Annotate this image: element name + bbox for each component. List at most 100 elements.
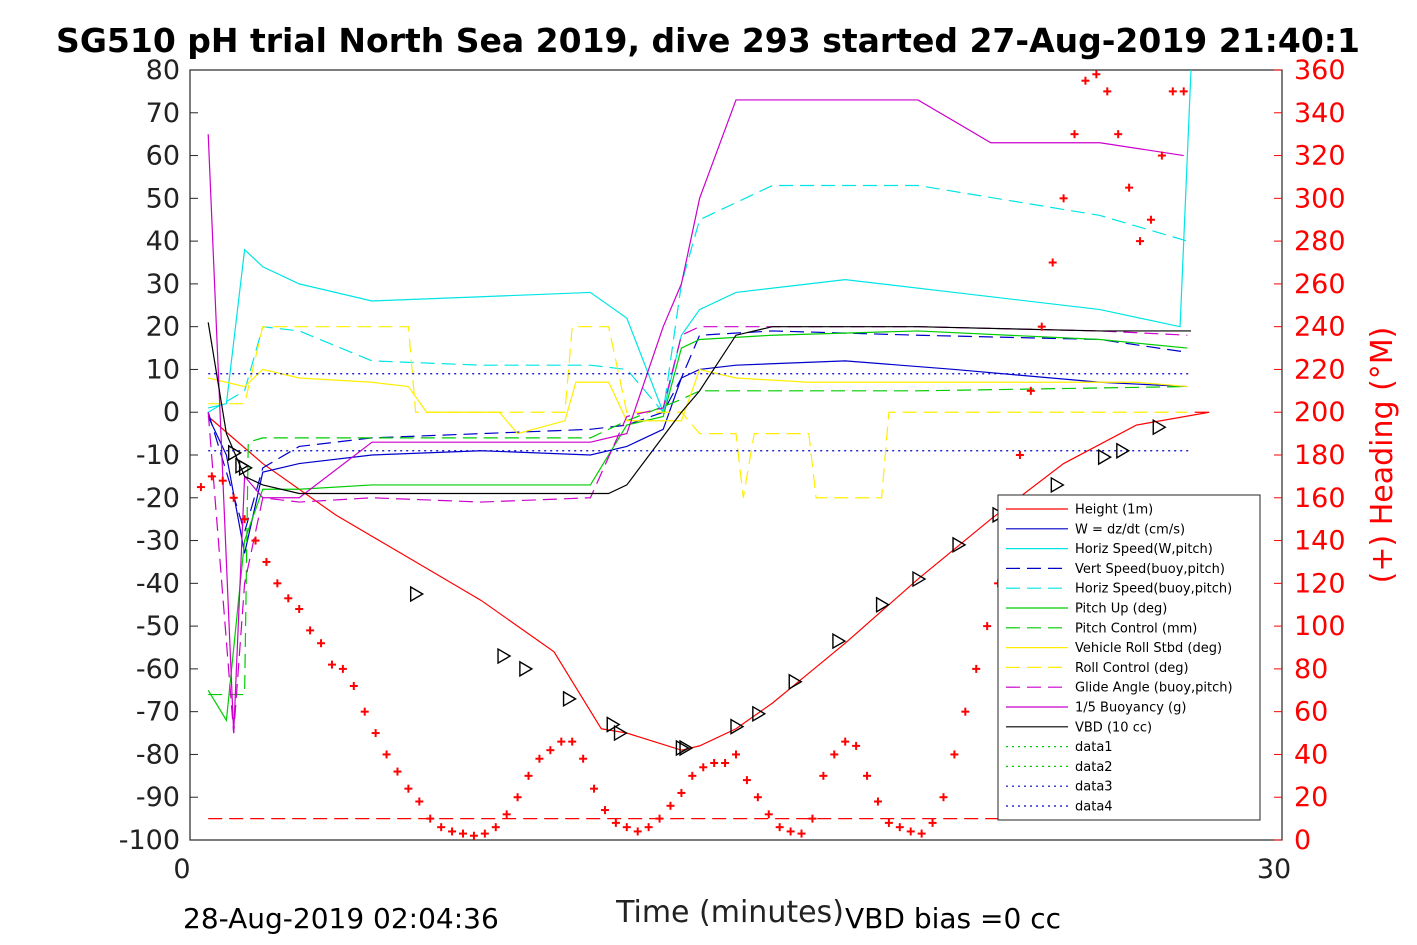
heading-marker [873, 797, 882, 806]
series-height [207, 411, 1210, 751]
left-tick-label: -20 [136, 483, 180, 514]
legend-entry: VBD (10 cc) [1006, 720, 1152, 735]
heading-marker [622, 823, 631, 832]
heading-marker [895, 823, 904, 832]
right-tick-label: 180 [1294, 440, 1346, 471]
heading-marker [819, 771, 828, 780]
legend-entry: W = dz/dt (cm/s) [1006, 522, 1185, 537]
heading-marker [950, 750, 959, 759]
heading-marker [437, 823, 446, 832]
legend: Height (1m) W = dz/dt (cm/s) Horiz Speed(W… [997, 494, 1261, 821]
heading-marker [459, 829, 467, 838]
legend-entry: data2 [1006, 760, 1113, 775]
heading-marker [579, 754, 588, 763]
heading-marker [786, 827, 795, 836]
heading-marker [1179, 87, 1188, 96]
legend-entry: Roll Control (deg) [1006, 661, 1189, 676]
triangle-marker [606, 716, 621, 733]
left-tick-label: 30 [146, 269, 180, 300]
triangle-marker [238, 459, 253, 477]
left-tick-label: 70 [146, 98, 180, 129]
heading-marker [939, 793, 948, 802]
heading-marker [1081, 76, 1090, 85]
series-pitch_control [208, 385, 1188, 696]
triangle-marker [875, 596, 890, 613]
legend-label: VBD (10 cc) [1075, 720, 1152, 735]
legend-label: data2 [1075, 760, 1113, 775]
left-tick-label: -60 [136, 654, 180, 685]
heading-marker [666, 801, 675, 810]
heading-marker [469, 831, 478, 840]
heading-marker [1136, 237, 1145, 246]
triangle-marker [227, 444, 243, 462]
legend-entry: data1 [1006, 740, 1113, 755]
legend-label: Glide Angle (buoy,pitch) [1075, 681, 1233, 696]
triangle-marker [613, 724, 628, 742]
heading-marker [644, 823, 653, 832]
triangle-marker [832, 632, 847, 650]
heading-marker [753, 793, 762, 802]
legend-entry: Vehicle Roll Stbd (deg) [1006, 641, 1222, 656]
right-tick-label: 0 [1294, 825, 1311, 856]
heading-marker [306, 626, 315, 635]
marker-layer [196, 70, 1188, 840]
heading-marker [1048, 258, 1057, 267]
heading-marker [251, 536, 260, 545]
right-tick-label: 360 [1294, 55, 1346, 86]
heading-marker [535, 754, 544, 763]
left-tick-label: 10 [146, 354, 180, 385]
heading-marker [611, 818, 620, 827]
heading-marker [1092, 70, 1101, 79]
triangle-marker [730, 718, 745, 735]
left-tick-label: 20 [146, 312, 180, 343]
legend-entry: 1/5 Buoyancy (g) [1006, 701, 1186, 716]
heading-marker [295, 605, 304, 613]
heading-marker [218, 476, 227, 485]
heading-marker [808, 814, 817, 823]
series-roll_control [208, 326, 1188, 499]
heading-marker [633, 827, 642, 836]
heading-marker [568, 737, 577, 746]
heading-marker [928, 818, 937, 827]
plot-area [189, 69, 1283, 841]
legend-label: W = dz/dt (cm/s) [1075, 522, 1185, 537]
heading-marker [491, 823, 500, 832]
triangle-marker [409, 585, 425, 603]
heading-marker [349, 682, 358, 690]
x-axis: 0 30 [173, 832, 1291, 885]
heading-marker [1125, 183, 1134, 192]
series-roll [208, 368, 1188, 435]
heading-marker [655, 814, 664, 823]
series-pitch_up [207, 330, 1188, 723]
triangle-marker [952, 536, 967, 554]
heading-marker [917, 829, 926, 838]
heading-marker [393, 767, 402, 776]
heading-marker [448, 827, 457, 836]
heading-marker [961, 707, 970, 716]
right-tick-label: 100 [1294, 611, 1346, 642]
legend-label: Roll Control (deg) [1075, 661, 1189, 676]
legend-entry: data3 [1006, 780, 1113, 795]
heading-marker [906, 827, 915, 836]
x-axis-label: Time (minutes) [615, 895, 844, 930]
heading-marker [710, 759, 719, 767]
heading-marker [513, 793, 522, 802]
legend-label: Height (1m) [1075, 503, 1153, 518]
heading-marker [1037, 322, 1046, 331]
heading-marker [983, 622, 992, 631]
heading-marker [830, 750, 839, 759]
left-tick-label: -80 [136, 739, 180, 770]
heading-marker [1157, 151, 1166, 160]
series-buoyancy [207, 99, 1184, 734]
right-tick-label: 160 [1294, 483, 1346, 514]
heading-marker [284, 594, 293, 603]
triangle-marker [752, 705, 767, 723]
heading-marker [600, 806, 609, 815]
right-tick-label: 260 [1294, 269, 1346, 300]
footer-vbd-bias: VBD bias =0 cc [845, 902, 1061, 935]
right-tick-label: 320 [1294, 141, 1346, 172]
heading-marker [863, 771, 872, 780]
heading-marker [327, 660, 336, 669]
legend-entry: Pitch Control (mm) [1006, 621, 1197, 636]
